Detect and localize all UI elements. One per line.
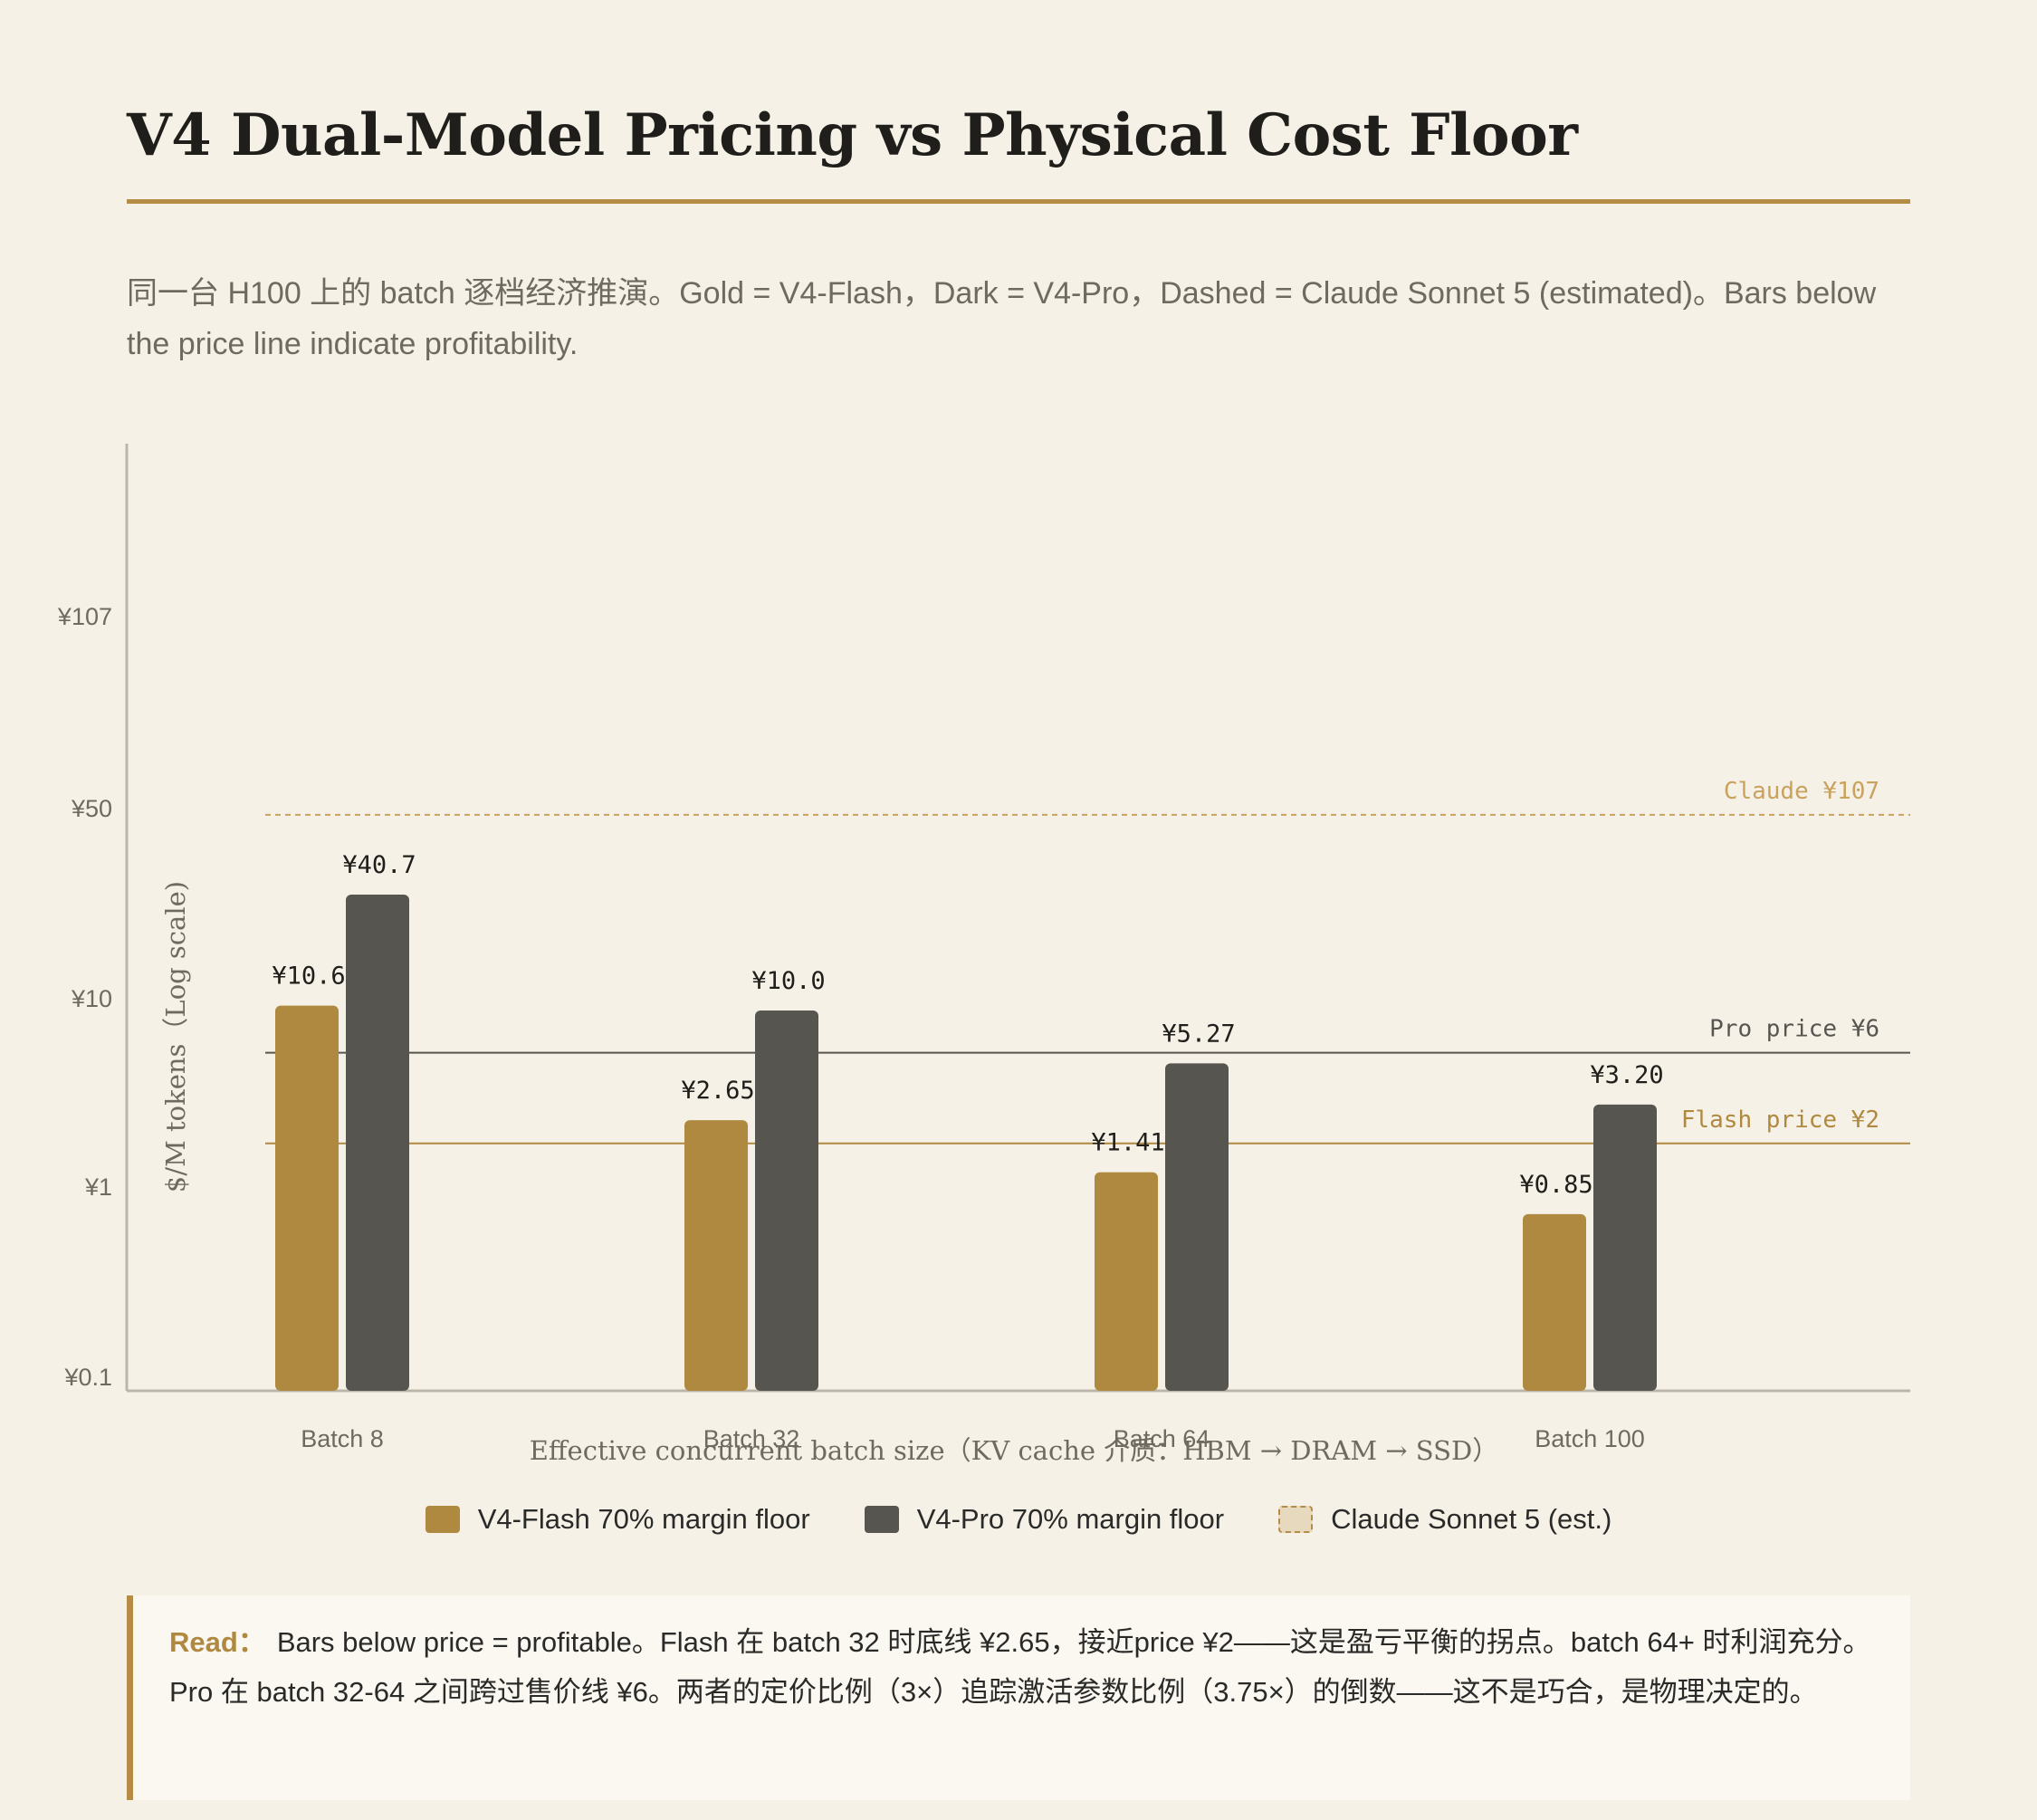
bar-flash-0 (275, 1005, 339, 1391)
flash-price-line-label: Flash price ¥2 (1681, 1106, 1879, 1134)
pro-price-line-label: Pro price ¥6 (1709, 1016, 1879, 1043)
x-tick-label-2: Batch 64 (1114, 1425, 1210, 1452)
legend-item-pro: V4-Pro 70% margin floor (864, 1503, 1225, 1536)
data-label-pro-2: ¥5.27 (1162, 1020, 1235, 1048)
legend-swatch-claude (1278, 1506, 1314, 1533)
y-tick-label-4: ¥0.1 (63, 1364, 112, 1391)
data-label-flash-1: ¥2.65 (681, 1077, 754, 1105)
legend-swatch-flash (425, 1506, 460, 1533)
data-label-flash-2: ¥1.41 (1091, 1129, 1164, 1157)
x-tick-label-3: Batch 100 (1535, 1425, 1645, 1452)
y-tick-label-2: ¥10 (71, 985, 112, 1012)
x-tick-label-1: Batch 32 (703, 1425, 800, 1452)
page-subtitle: 同一台 H100 上的 batch 逐档经济推演。Gold = V4-Flash… (127, 276, 1877, 361)
bar-flash-2 (1095, 1172, 1158, 1391)
data-label-pro-3: ¥3.20 (1590, 1061, 1663, 1089)
bar-pro-3 (1593, 1104, 1657, 1391)
bar-pro-1 (755, 1011, 818, 1391)
legend-label-claude: Claude Sonnet 5 (est.) (1331, 1503, 1612, 1535)
read-note-text: Bars below price = profitable。Flash 在 ba… (169, 1626, 1871, 1708)
bar-flash-1 (684, 1120, 748, 1391)
legend-item-flash: V4-Flash 70% margin floor (425, 1503, 810, 1536)
legend-label-pro: V4-Pro 70% margin floor (916, 1503, 1225, 1535)
bar-flash-3 (1523, 1213, 1586, 1391)
y-tick-label-1: ¥50 (71, 795, 112, 822)
page-title: V4 Dual-Model Pricing vs Physical Cost F… (127, 101, 1578, 169)
title-divider (127, 199, 1910, 204)
data-label-pro-1: ¥10.0 (751, 967, 825, 995)
data-label-pro-0: ¥40.7 (342, 851, 416, 879)
legend-swatch-pro (864, 1506, 899, 1533)
bar-pro-0 (346, 894, 409, 1391)
bar-pro-2 (1165, 1063, 1229, 1391)
chart-legend: V4-Flash 70% margin floor V4-Pro 70% mar… (0, 1503, 2037, 1536)
data-label-flash-3: ¥0.85 (1519, 1171, 1592, 1199)
read-note-label: Read： (169, 1626, 266, 1658)
data-label-flash-0: ¥10.6 (272, 963, 345, 991)
y-axis-title: $/M tokens（Log scale) (160, 881, 191, 1193)
read-note: Read： Bars below price = profitable。Flash… (127, 1595, 1910, 1800)
legend-item-claude: Claude Sonnet 5 (est.) (1278, 1503, 1611, 1536)
claude-price-line-label: Claude ¥107 (1724, 778, 1879, 805)
legend-label-flash: V4-Flash 70% margin floor (477, 1503, 810, 1535)
x-axis-title: Effective concurrent batch size（KV cache… (530, 1435, 1498, 1466)
y-tick-label-0: ¥107 (57, 603, 112, 630)
x-tick-label-0: Batch 8 (301, 1425, 384, 1452)
bar-chart: ¥107 ¥50 ¥10 ¥1 ¥0.1 $/M tokens（Log scale) Cla… (57, 444, 1910, 1466)
y-tick-label-3: ¥1 (84, 1173, 112, 1201)
